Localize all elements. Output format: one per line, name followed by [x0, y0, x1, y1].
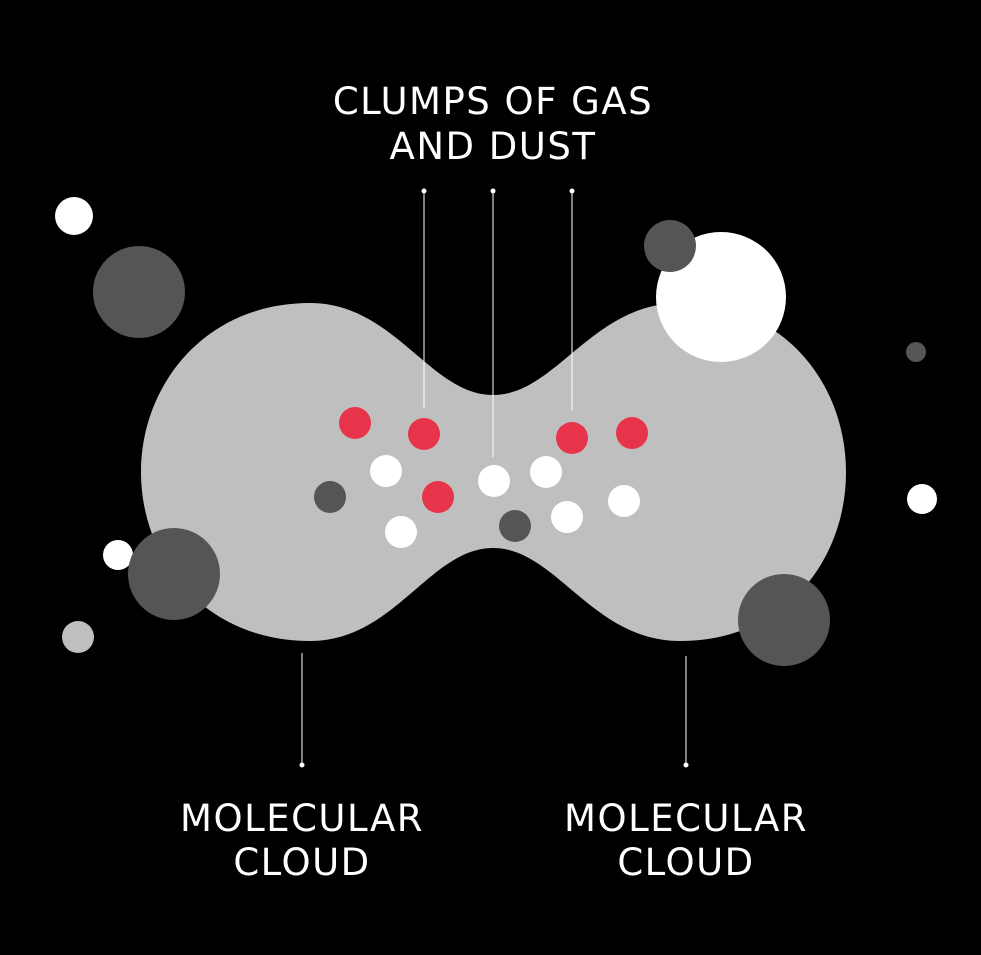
clump-red: [422, 481, 454, 513]
sphere-white-top-left: [55, 197, 93, 235]
clump-dark: [314, 481, 346, 513]
leader-dot: [490, 188, 496, 194]
sphere-dark-bottom-right: [738, 574, 830, 666]
clump-red: [556, 422, 588, 454]
left-cloud-label-line1: MOLECULAR: [180, 797, 424, 840]
clumps-label-line1: CLUMPS OF GAS: [333, 80, 653, 123]
clumps-leader-lines: [421, 188, 575, 457]
clump-white: [370, 455, 402, 487]
clump-red: [339, 407, 371, 439]
cloud-leader-lines: [299, 653, 689, 768]
leader-dot: [299, 762, 305, 768]
sphere-dark-bottom-left: [128, 528, 220, 620]
left-cloud-label-line2: CLOUD: [233, 841, 370, 884]
sphere-grey-bottom-left: [62, 621, 94, 653]
clump-white: [551, 501, 583, 533]
sphere-white-left: [103, 540, 133, 570]
clump-dark: [499, 510, 531, 542]
clump-white: [385, 516, 417, 548]
sphere-dark-small-right: [906, 342, 926, 362]
sphere-white-large-top-right: [656, 232, 786, 362]
right-cloud-label-line2: CLOUD: [617, 841, 754, 884]
clump-red: [616, 417, 648, 449]
clump-red: [408, 418, 440, 450]
clumps-label-line2: AND DUST: [390, 125, 597, 168]
clump-white: [608, 485, 640, 517]
leader-dot: [683, 762, 689, 768]
sphere-dark-top-right: [644, 220, 696, 272]
sphere-dark-top-left: [93, 246, 185, 338]
leader-dot: [421, 188, 427, 194]
right-cloud-label-line1: MOLECULAR: [564, 797, 808, 840]
leader-dot: [569, 188, 575, 194]
sphere-white-right: [907, 484, 937, 514]
clump-white: [478, 465, 510, 497]
clump-white: [530, 456, 562, 488]
